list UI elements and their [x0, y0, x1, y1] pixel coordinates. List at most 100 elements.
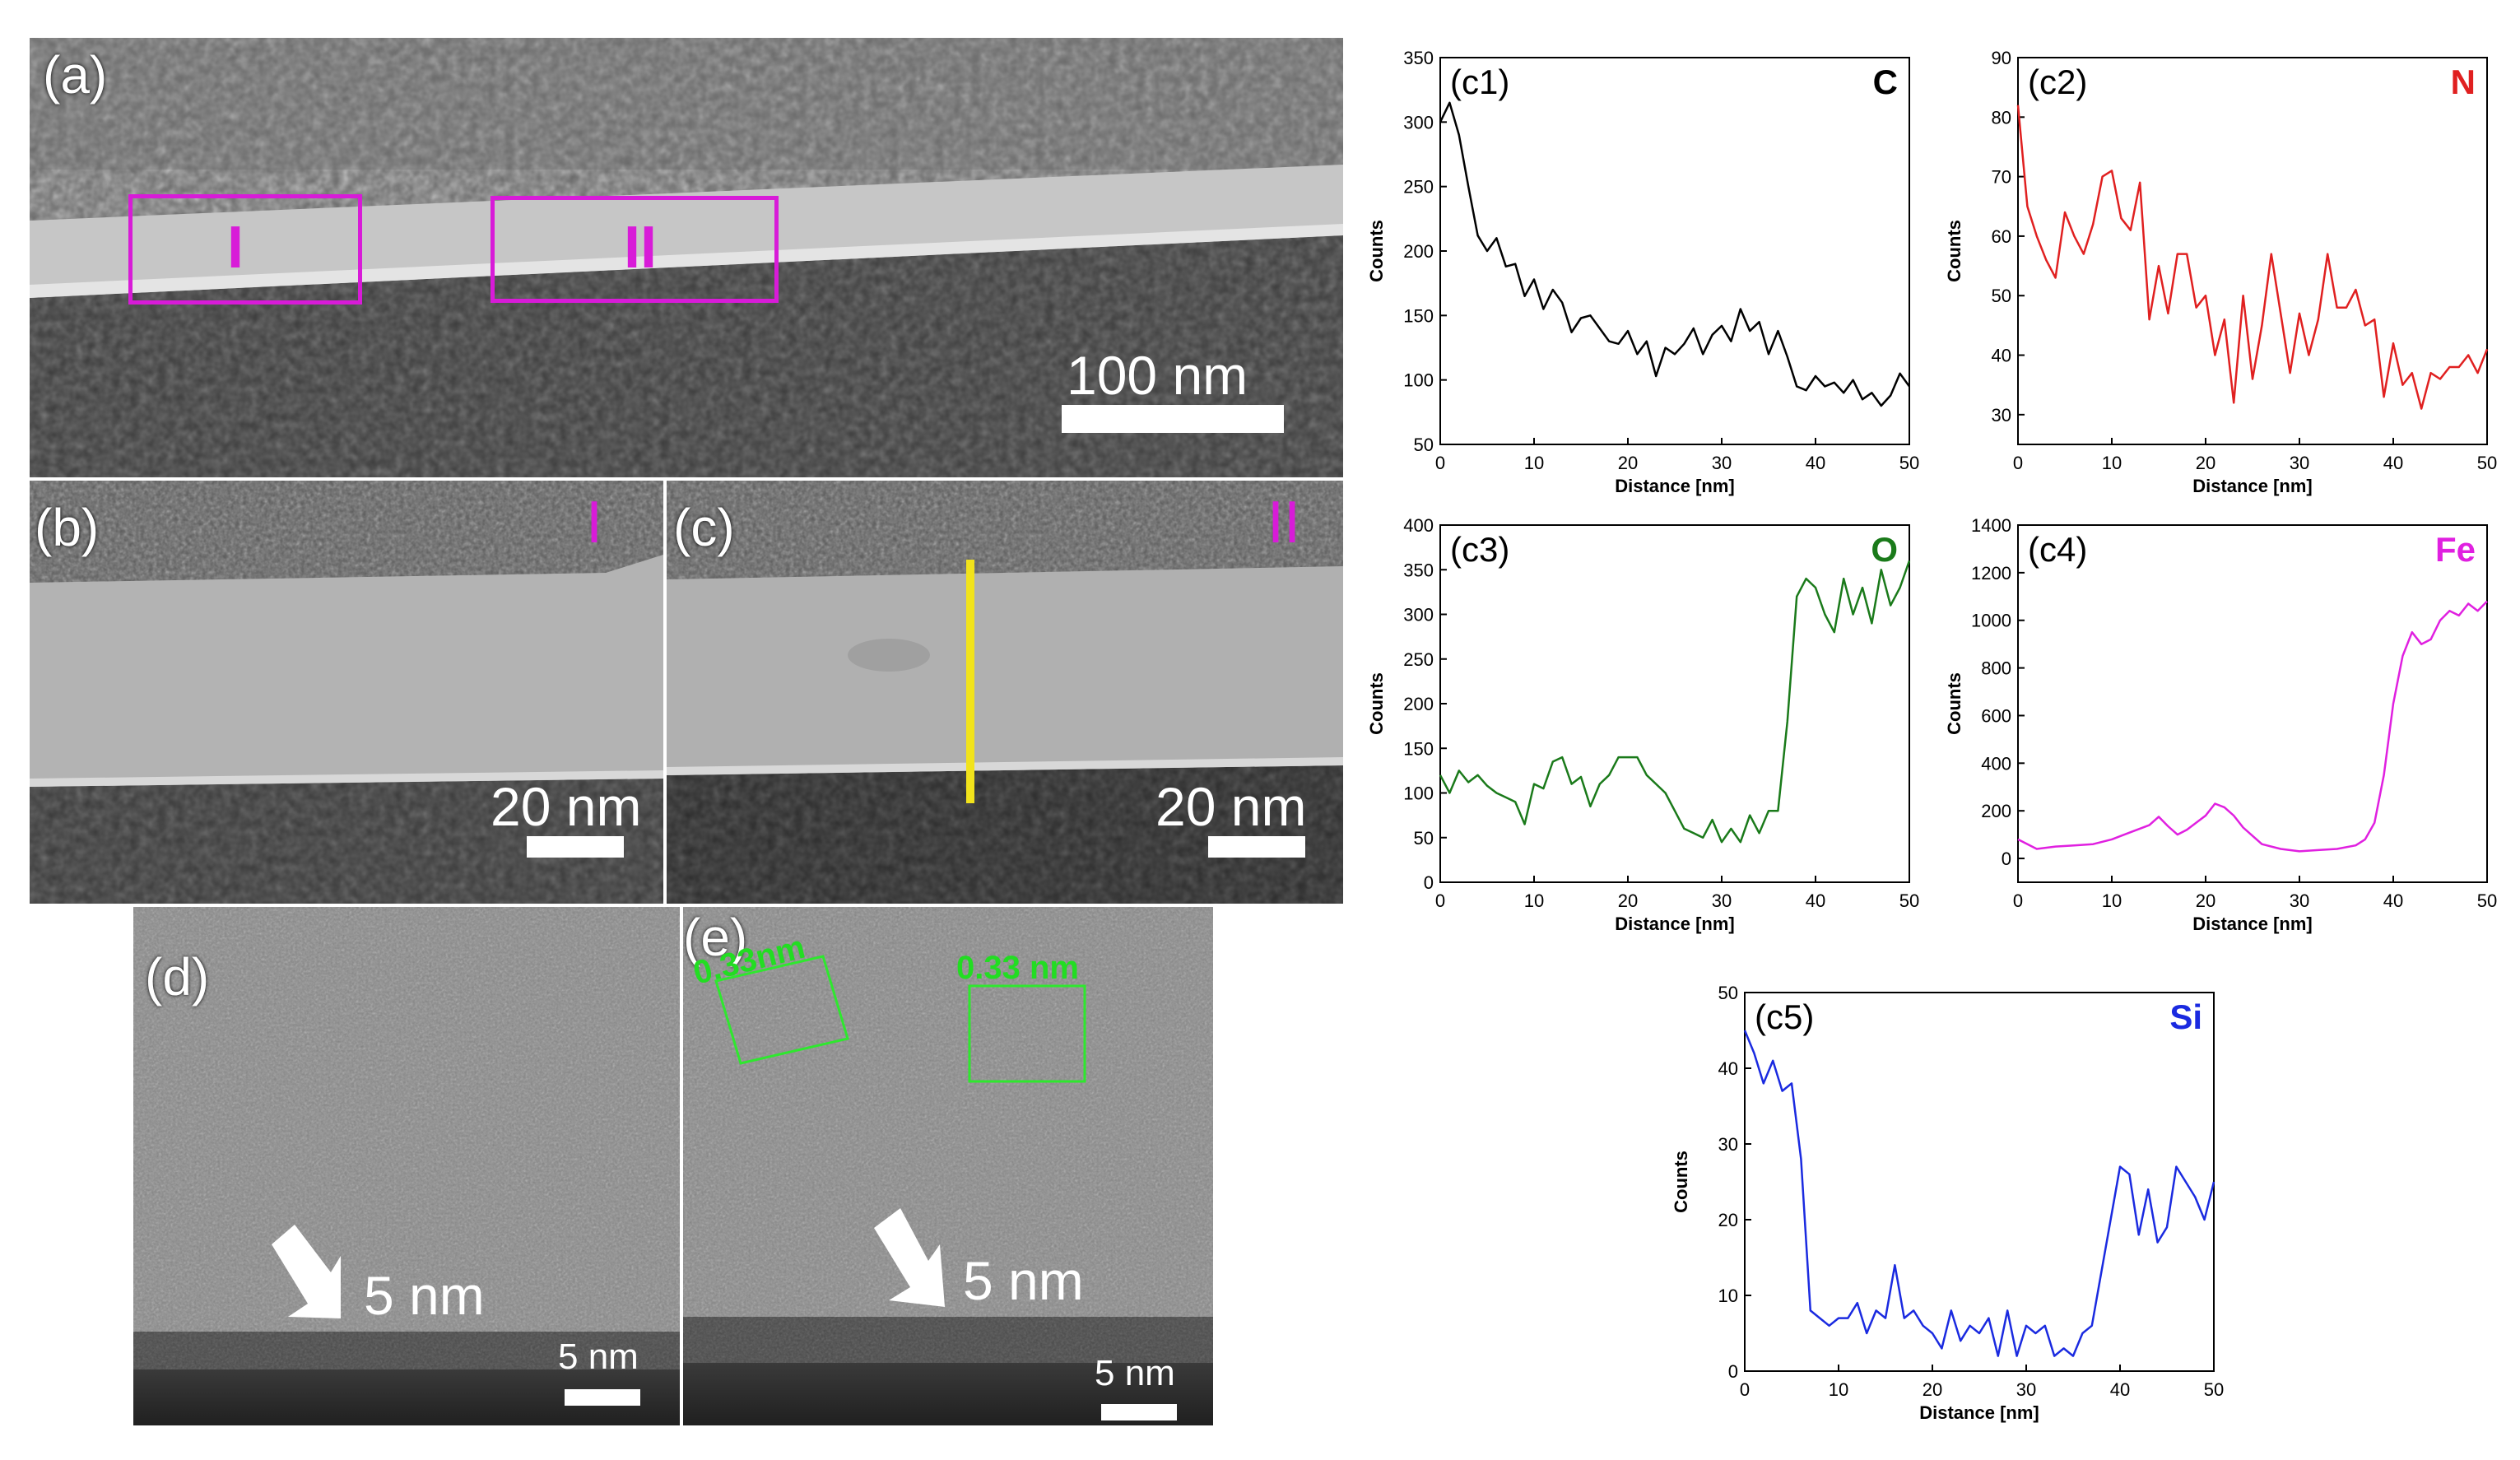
panel-c-label: (c) [673, 498, 735, 557]
c1-xlabel: Distance [nm] [1615, 476, 1734, 496]
chart-c4: 0 10 20 30 40 50 0 200 400 600 800 1000 1200 1400 Dist… [1944, 515, 2497, 934]
panel-b-label: (b) [35, 498, 100, 557]
c2-element-label: N [2451, 63, 2476, 101]
c5-ytick-label-5: 50 [1718, 983, 1738, 1003]
c4-xtick-label-5: 50 [2477, 890, 2497, 911]
c1-xtick-label-3: 30 [1712, 453, 1732, 473]
panel-a-scale-bar [1062, 405, 1284, 433]
panel-b-region: I [586, 490, 603, 556]
c4-xtick-label-0: 0 [2013, 890, 2023, 911]
c4-xtick-label-1: 10 [2102, 890, 2122, 911]
c3-ytick-label-3: 150 [1403, 738, 1434, 759]
c4-panel-label: (c4) [2028, 530, 2087, 569]
c2-xlabel: Distance [nm] [2192, 476, 2312, 496]
c4-ytick-label-2: 400 [1981, 753, 2011, 774]
c1-xtick-label-4: 40 [1806, 453, 1825, 473]
c4-plot-frame [2017, 524, 2488, 883]
c1-series-line [1439, 101, 1911, 407]
line-scan-marker [966, 560, 974, 803]
c2-ytick-label-1: 40 [1992, 346, 2011, 366]
c5-series-line [1743, 1030, 2215, 1357]
c2-plot-frame [2017, 57, 2488, 445]
c1-ytick-label-1: 100 [1403, 370, 1434, 391]
c2-ytick-label-6: 90 [1992, 48, 2011, 68]
panel-a-label: (a) [43, 45, 108, 105]
c2-xtick-label-5: 50 [2477, 453, 2497, 473]
c2-panel-label: (c2) [2028, 63, 2087, 101]
c3-ytick-label-2: 100 [1403, 783, 1434, 804]
c5-xtick-label-0: 0 [1740, 1379, 1750, 1400]
c5-ytick-label-0: 0 [1728, 1361, 1738, 1382]
c4-ytick-label-6: 1200 [1971, 563, 2011, 584]
c5-ylabel: Counts [1671, 1151, 1691, 1213]
c5-xtick-label-2: 20 [1923, 1379, 1942, 1400]
c2-ytick-label-2: 50 [1992, 286, 2011, 306]
chart-c2: 0 10 20 30 40 50 30 40 50 60 70 80 90 Distance [nm] Co… [1944, 48, 2497, 496]
c1-ytick-label-3: 200 [1403, 241, 1434, 262]
c3-panel-label: (c3) [1450, 530, 1509, 569]
c4-series-line [2017, 600, 2488, 853]
c3-ylabel: Counts [1366, 672, 1387, 735]
c4-ytick-label-4: 800 [1981, 658, 2011, 679]
panel-e-scale-text: 5 nm [1095, 1353, 1175, 1393]
region-i-label: I [227, 215, 244, 281]
c5-ytick-label-1: 10 [1718, 1286, 1738, 1306]
c4-ytick-label-0: 0 [2002, 849, 2011, 869]
c1-panel-label: (c1) [1450, 63, 1509, 101]
c2-xtick-label-2: 20 [2196, 453, 2215, 473]
panel-b-scale-text: 20 nm [491, 776, 642, 837]
lattice-spacing-2: 0.33 nm [956, 950, 1079, 986]
c2-ytick-label-5: 80 [1992, 107, 2011, 128]
c1-xtick-label-2: 20 [1618, 453, 1638, 473]
c3-xtick-label-2: 20 [1618, 890, 1638, 911]
c1-xtick-label-0: 0 [1435, 453, 1445, 473]
chart-c5: 0 10 20 30 40 50 0 10 20 30 40 50 Distance [nm] Count… [1671, 983, 2224, 1423]
panel-e-micrograph: (e) 0.33nm 0.33 nm 5 nm 5 nm [683, 907, 1213, 1425]
c4-xtick-label-3: 30 [2290, 890, 2309, 911]
c5-ytick-label-3: 30 [1718, 1134, 1738, 1155]
c2-ylabel: Counts [1944, 220, 1964, 282]
c3-ytick-label-1: 50 [1414, 828, 1434, 849]
c1-element-label: C [1873, 63, 1898, 101]
panel-c-scale-bar [1208, 836, 1305, 858]
region-ii-box [491, 196, 779, 303]
c4-xtick-label-2: 20 [2196, 890, 2215, 911]
c5-xtick-label-5: 50 [2204, 1379, 2224, 1400]
panel-e-scale-bar [1101, 1404, 1177, 1420]
c3-plot-frame [1439, 524, 1910, 883]
c4-ylabel: Counts [1944, 672, 1964, 735]
c4-ytick-label-7: 1400 [1971, 515, 2011, 536]
c1-ytick-label-6: 350 [1403, 48, 1434, 68]
c3-xtick-label-5: 50 [1899, 890, 1919, 911]
c1-ytick-label-2: 150 [1403, 305, 1434, 326]
c4-xtick-label-4: 40 [2383, 890, 2403, 911]
c3-series-line [1439, 560, 1911, 844]
c4-ytick-label-3: 600 [1981, 705, 2011, 726]
c1-xtick-label-1: 10 [1524, 453, 1544, 473]
c5-panel-label: (c5) [1755, 997, 1814, 1036]
c5-xlabel: Distance [nm] [1919, 1402, 2039, 1423]
c3-xlabel: Distance [nm] [1615, 914, 1734, 934]
c4-element-label: Fe [2435, 530, 2476, 569]
c1-ytick-label-4: 250 [1403, 177, 1434, 198]
c4-xlabel: Distance [nm] [2192, 914, 2312, 934]
c3-ytick-label-5: 250 [1403, 649, 1434, 670]
c2-xtick-label-1: 10 [2102, 453, 2122, 473]
c5-ytick-label-2: 20 [1718, 1210, 1738, 1230]
c5-element-label: Si [2169, 997, 2202, 1036]
panel-d-label: (d) [145, 947, 210, 1007]
panel-e-label: (e) [683, 908, 748, 967]
c3-xtick-label-1: 10 [1524, 890, 1544, 911]
panel-d-scale-text: 5 nm [558, 1337, 639, 1377]
c3-ytick-label-4: 200 [1403, 694, 1434, 714]
c2-xtick-label-3: 30 [2290, 453, 2309, 473]
c1-ytick-label-5: 300 [1403, 112, 1434, 133]
c5-xtick-label-3: 30 [2016, 1379, 2036, 1400]
chart-c1: 0 10 20 30 40 50 50 100 150 200 250 300 350 Distance … [1366, 48, 1919, 496]
c2-series-line [2016, 105, 2489, 410]
c3-ytick-label-7: 350 [1403, 560, 1434, 580]
c4-ytick-label-5: 1000 [1971, 611, 2011, 631]
c1-xtick-label-5: 50 [1899, 453, 1919, 473]
panel-d-scale-bar [565, 1389, 640, 1406]
c3-xtick-label-0: 0 [1435, 890, 1445, 911]
